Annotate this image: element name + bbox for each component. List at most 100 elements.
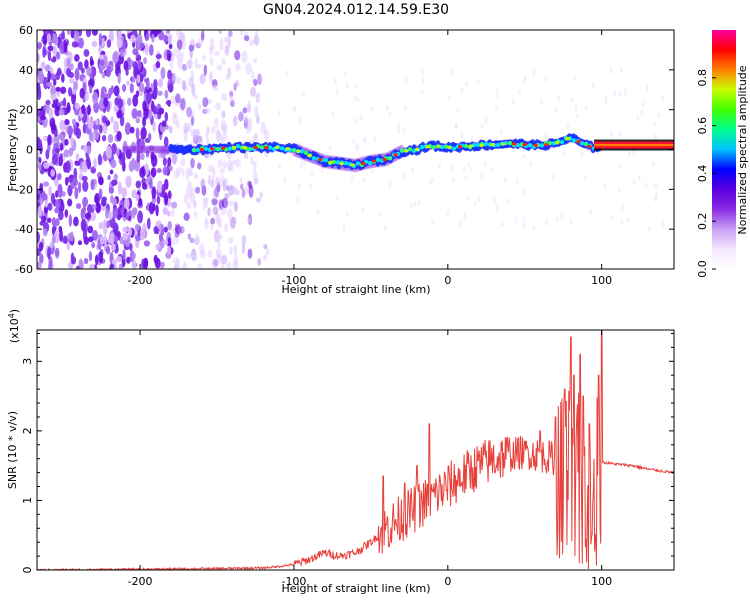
heat-cell — [580, 151, 584, 159]
y-tick-label: -60 — [15, 263, 33, 276]
heat-cell — [193, 211, 198, 218]
heat-cell — [155, 243, 161, 250]
heat-cell — [124, 122, 132, 136]
heat-cell — [296, 149, 301, 153]
heat-cell — [173, 170, 180, 179]
heat-cell — [651, 161, 655, 167]
heat-cell — [397, 121, 401, 129]
heat-cell — [64, 209, 69, 218]
heat-cell — [81, 175, 88, 182]
heat-cell — [145, 77, 150, 90]
heat-cell — [91, 242, 96, 249]
heat-cell — [219, 168, 225, 174]
heat-cell — [154, 145, 161, 154]
heat-cell — [253, 78, 258, 87]
heat-cell — [73, 30, 80, 44]
heat-cell — [91, 40, 98, 48]
heat-cell — [54, 105, 61, 117]
heat-cell — [92, 91, 99, 105]
heat-cell — [220, 206, 227, 216]
heat-cell — [172, 111, 177, 119]
heat-cell — [59, 142, 64, 151]
heat-cell — [156, 180, 164, 193]
heat-cell — [419, 144, 425, 150]
colorbar-ticks: 0.0 0.2 0.4 0.6 0.8 — [696, 69, 716, 278]
snr-ylabel: SNR (10 * v/v) — [6, 411, 19, 489]
heat-cell — [131, 76, 136, 83]
heat-cell — [82, 196, 88, 207]
x-tick-label: 0 — [444, 274, 451, 287]
heat-cell — [234, 255, 238, 266]
heat-cell — [345, 81, 349, 89]
heat-cell — [532, 225, 536, 232]
snr-exponent-close: ) — [8, 309, 21, 313]
heat-cell — [307, 153, 312, 158]
heat-cell — [632, 179, 636, 185]
heat-cell — [62, 237, 68, 244]
heat-cell — [235, 63, 241, 72]
heat-cell — [111, 179, 117, 187]
heat-cell — [83, 144, 88, 153]
heat-cell — [620, 67, 624, 74]
heat-cell — [653, 195, 657, 203]
heat-cell — [221, 123, 228, 132]
colorbar-tick-label: 0.0 — [696, 260, 709, 278]
heat-cell — [439, 144, 445, 150]
heat-cell — [68, 78, 75, 84]
heat-cell — [183, 212, 190, 221]
heat-cell — [335, 195, 339, 201]
heat-cell — [475, 142, 481, 148]
heat-cell — [73, 167, 78, 181]
heat-cell — [574, 104, 578, 112]
heat-cell — [165, 30, 171, 35]
heat-cell — [107, 134, 114, 144]
heat-cell — [125, 175, 132, 188]
heat-cell — [254, 132, 259, 141]
heat-cell — [259, 191, 264, 199]
heat-cell — [57, 156, 63, 167]
heat-cell — [457, 145, 463, 149]
heat-cell — [106, 39, 112, 48]
heat-cell — [148, 178, 153, 190]
heat-cell — [122, 226, 129, 233]
heat-cell — [111, 258, 118, 265]
heat-cell — [189, 49, 193, 59]
heat-cell — [180, 158, 186, 166]
heat-cell — [216, 217, 220, 226]
heat-cell — [522, 187, 526, 196]
heat-cell — [58, 108, 65, 116]
heat-cell — [200, 249, 206, 259]
heat-cell — [456, 109, 460, 114]
heat-cell — [61, 73, 65, 83]
heat-cell — [126, 256, 131, 264]
heat-cell — [121, 187, 127, 198]
heat-cell — [229, 246, 233, 256]
heat-cell — [130, 34, 136, 43]
heat-cell — [584, 105, 588, 111]
heat-cell — [226, 262, 232, 269]
heat-cell — [165, 124, 169, 130]
heat-cell — [227, 146, 233, 151]
heat-cell — [421, 76, 425, 85]
heat-cell — [222, 131, 228, 142]
heat-cell — [117, 30, 122, 40]
heat-cell — [132, 48, 138, 56]
heat-cell — [203, 64, 208, 76]
heat-cell — [320, 167, 324, 173]
heat-cell — [610, 214, 614, 221]
heat-cell — [60, 86, 67, 95]
x-tick-label: -200 — [128, 575, 153, 588]
heat-cell — [145, 32, 150, 41]
heat-cell — [473, 200, 477, 206]
heat-cell — [46, 33, 51, 43]
snr-ticks: -200 -100 0 100 0 1 2 3 — [21, 330, 674, 588]
figure-title: GN04.2024.012.14.59.E30 — [263, 2, 449, 18]
heat-cell — [98, 176, 104, 186]
heat-cell — [355, 161, 361, 166]
heat-cell — [181, 79, 187, 91]
heat-cell — [175, 48, 181, 60]
heat-cell — [156, 168, 162, 174]
heat-cell — [75, 153, 80, 162]
